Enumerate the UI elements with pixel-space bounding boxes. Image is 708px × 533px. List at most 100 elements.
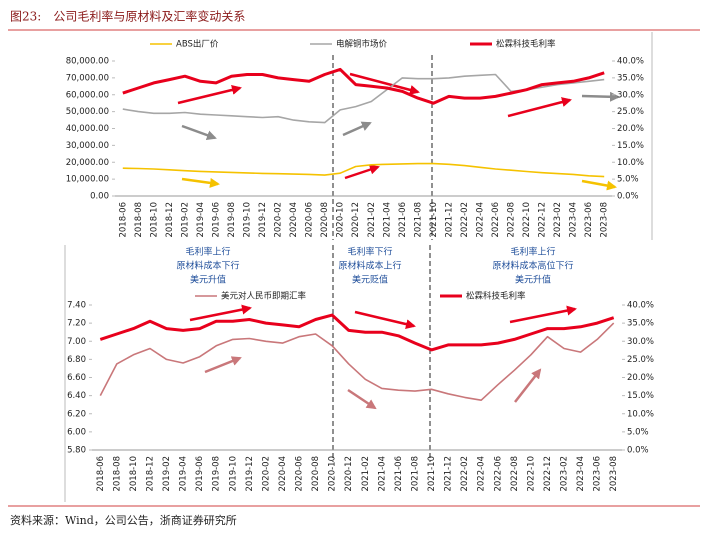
x-tick-label: 2019-06 bbox=[211, 202, 221, 238]
series-line bbox=[122, 67, 605, 105]
y2-tick-label: 40.0% bbox=[627, 301, 654, 311]
annotation: 原材料成本下行 bbox=[176, 260, 239, 272]
annotation: 原材料成本上行 bbox=[338, 260, 401, 272]
x-tick-label: 2020-02 bbox=[274, 202, 284, 238]
x-tick-label: 2019-02 bbox=[180, 202, 190, 238]
legend-label: 松霖科技毛利率 bbox=[496, 39, 556, 50]
x-tick-label: 2021-04 bbox=[377, 456, 387, 492]
x-tick-label: 2019-02 bbox=[162, 456, 172, 492]
x-tick-label: 2019-12 bbox=[258, 202, 268, 238]
y2-tick-label: 25.0% bbox=[617, 107, 644, 117]
x-tick-label: 2021-10 bbox=[427, 456, 437, 492]
x-tick-label: 2019-10 bbox=[243, 202, 253, 238]
y2-tick-label: 0.0% bbox=[627, 446, 649, 456]
series-line bbox=[122, 162, 605, 178]
source: 资料来源：Wind，公司公告，浙商证券研究所 bbox=[10, 513, 237, 527]
y2-tick-label: 35.0% bbox=[627, 319, 654, 329]
y2-tick-label: 30.0% bbox=[617, 90, 644, 100]
annotation: 毛利率下行 bbox=[347, 246, 392, 258]
x-tick-label: 2019-04 bbox=[179, 456, 189, 492]
annotation: 原材料成本高位下行 bbox=[492, 260, 573, 272]
y-tick-label: 7.20 bbox=[67, 319, 86, 329]
y2-tick-label: 15.0% bbox=[617, 141, 644, 151]
y2-tick-label: 15.0% bbox=[627, 391, 654, 401]
x-tick-label: 2018-06 bbox=[96, 456, 106, 492]
series-line bbox=[99, 313, 615, 352]
x-tick-label: 2023-06 bbox=[584, 202, 594, 238]
y2-tick-label: 20.0% bbox=[617, 124, 644, 134]
x-tick-label: 2020-10 bbox=[336, 202, 346, 238]
y-tick-label: 7.00 bbox=[67, 337, 86, 347]
x-tick-label: 2020-04 bbox=[278, 456, 288, 492]
x-tick-label: 2019-04 bbox=[196, 202, 206, 238]
x-tick-label: 2023-04 bbox=[576, 456, 586, 492]
x-tick-label: 2020-08 bbox=[320, 202, 330, 238]
y-tick-label: 30,000.00 bbox=[66, 141, 109, 151]
y2-tick-label: 10.0% bbox=[627, 409, 654, 419]
x-tick-label: 2021-06 bbox=[398, 202, 408, 238]
series-line bbox=[99, 322, 615, 401]
title: 图23: 公司毛利率与原材料及汇率变动关系 bbox=[10, 9, 245, 24]
x-tick-label: 2022-12 bbox=[543, 456, 553, 492]
y-tick-label: 60,000.00 bbox=[66, 90, 109, 100]
y-tick-label: 10,000.00 bbox=[66, 175, 109, 185]
y2-tick-label: 10.0% bbox=[617, 158, 644, 168]
legend-label: 电解铜市场价 bbox=[336, 39, 388, 50]
x-tick-label: 2021-12 bbox=[444, 202, 454, 238]
x-tick-label: 2021-04 bbox=[382, 202, 392, 238]
arrows bbox=[177, 72, 620, 410]
y2-tick-label: 25.0% bbox=[627, 355, 654, 365]
x-tick-label: 2019-10 bbox=[228, 456, 238, 492]
x-tick-label: 2021-02 bbox=[361, 456, 371, 492]
y-tick-label: 50,000.00 bbox=[66, 107, 109, 117]
dividers bbox=[332, 55, 433, 462]
y-tick-label: 7.40 bbox=[67, 301, 86, 311]
annotation: 毛利率上行 bbox=[185, 246, 230, 258]
x-tick-label: 2019-12 bbox=[245, 456, 255, 492]
x-tick-label: 2022-10 bbox=[526, 456, 536, 492]
x-tick-label: 2023-06 bbox=[593, 456, 603, 492]
x-tick-label: 2020-08 bbox=[311, 456, 321, 492]
y-tick-label: 6.40 bbox=[67, 391, 86, 401]
annotation: 美元升值 bbox=[515, 274, 551, 286]
annotation: 美元升值 bbox=[190, 274, 226, 286]
x-tick-label: 2019-08 bbox=[212, 456, 222, 492]
legend-label: 松霖科技毛利率 bbox=[466, 291, 526, 302]
x-tick-label: 2018-10 bbox=[149, 202, 159, 238]
y-tick-label: 6.00 bbox=[67, 427, 86, 437]
x-tick-label: 2021-08 bbox=[410, 456, 420, 492]
annotation: 毛利率上行 bbox=[510, 246, 555, 258]
x-tick-label: 2018-08 bbox=[112, 456, 122, 492]
y-tick-label: 5.80 bbox=[67, 446, 86, 456]
x-tick-label: 2020-06 bbox=[295, 456, 305, 492]
y2-tick-label: 35.0% bbox=[617, 73, 644, 83]
y-tick-label: 6.80 bbox=[67, 355, 86, 365]
y-tick-label: 40,000.00 bbox=[66, 124, 109, 134]
x-tick-label: 2018-06 bbox=[118, 202, 128, 238]
x-tick-label: 2023-08 bbox=[609, 456, 619, 492]
x-tick-label: 2019-08 bbox=[227, 202, 237, 238]
x-tick-label: 2022-04 bbox=[475, 202, 485, 238]
y-tick-label: 6.60 bbox=[67, 373, 86, 383]
x-tick-label: 2020-04 bbox=[289, 202, 299, 238]
y-tick-label: 80,000.00 bbox=[66, 57, 109, 67]
x-tick-label: 2020-12 bbox=[344, 456, 354, 492]
annotation: 美元贬值 bbox=[352, 274, 388, 286]
x-tick-label: 2018-08 bbox=[134, 202, 144, 238]
x-tick-label: 2018-10 bbox=[129, 456, 139, 492]
x-tick-label: 2021-06 bbox=[394, 456, 404, 492]
x-tick-label: 2022-02 bbox=[460, 456, 470, 492]
x-tick-label: 2023-04 bbox=[569, 202, 579, 238]
x-tick-label: 2023-02 bbox=[553, 202, 563, 238]
x-tick-label: 2021-10 bbox=[429, 202, 439, 238]
x-tick-label: 2022-08 bbox=[507, 202, 517, 238]
x-tick-label: 2020-06 bbox=[305, 202, 315, 238]
x-tick-label: 2020-02 bbox=[261, 456, 271, 492]
x-tick-label: 2022-12 bbox=[538, 202, 548, 238]
y-tick-label: 0.00 bbox=[90, 192, 109, 202]
x-tick-label: 2022-06 bbox=[493, 456, 503, 492]
x-tick-label: 2022-10 bbox=[522, 202, 532, 238]
y-tick-label: 70,000.00 bbox=[66, 73, 109, 83]
y2-tick-label: 20.0% bbox=[627, 373, 654, 383]
